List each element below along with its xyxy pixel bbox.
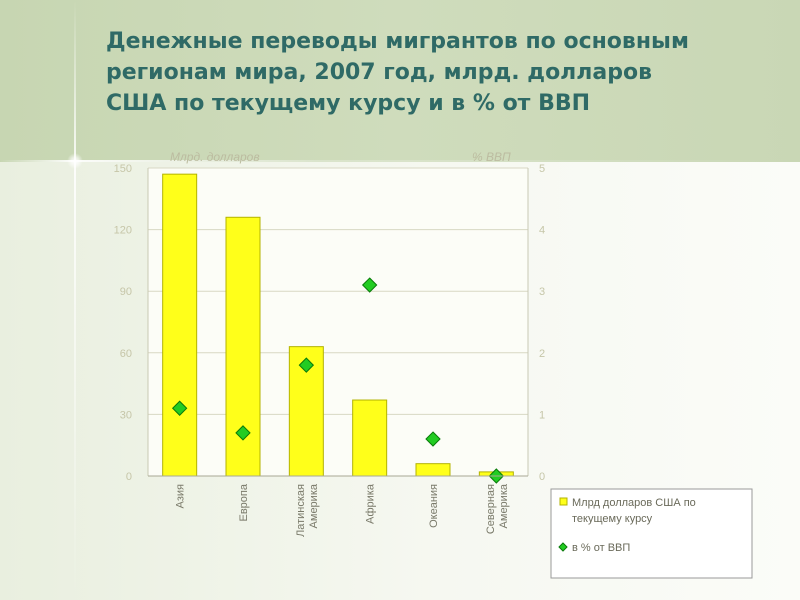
legend-swatch-bar: [559, 497, 568, 506]
legend-swatch-marker: [558, 542, 568, 552]
bar: [352, 399, 388, 477]
bar: [162, 173, 198, 477]
slide-title: Денежные переводы мигрантов по основным …: [106, 26, 776, 119]
y-axis-right-title: % ВВП: [472, 150, 511, 164]
marker-point: [361, 277, 378, 293]
legend-label: в % от ВВП: [572, 542, 630, 554]
sparkle-line-vertical: [74, 0, 76, 600]
marker-point: [235, 425, 251, 441]
sparkle-line-horizontal: [0, 160, 800, 162]
legend-label: текущему курсу: [572, 513, 653, 525]
bar: [415, 463, 451, 477]
category-label: Европа: [238, 483, 250, 521]
y-left-tick-label: 90: [120, 286, 132, 298]
category-label: Америка: [498, 483, 510, 528]
y-right-tick-label: 5: [539, 163, 545, 175]
legend: Млрд долларов США по текущему курсу в % от…: [550, 488, 753, 579]
slide-title-line: регионам мира, 2007 год, млрд. долларов: [106, 60, 653, 85]
y-right-tick-label: 1: [539, 409, 545, 421]
header-band: [0, 0, 800, 162]
y-right-tick-label: 0: [539, 471, 545, 483]
y-left-tick-label: 30: [120, 409, 132, 421]
y-left-tick-label: 0: [126, 471, 132, 483]
marker-series: [171, 277, 505, 484]
y-right-tick-label: 2: [539, 348, 545, 360]
category-label: Латинская: [295, 484, 307, 537]
sparkle-star-icon: [67, 153, 83, 169]
y-right-tick-label: 3: [539, 286, 545, 298]
category-label: Африка: [365, 483, 377, 524]
y-left-tick-label: 60: [120, 348, 132, 360]
y-right-tick-label: 4: [539, 225, 545, 237]
category-label: Северная: [485, 484, 497, 534]
marker-point: [425, 431, 441, 447]
marker-point: [171, 400, 188, 416]
y-left-tick-label: 120: [114, 225, 132, 237]
slide-title-line: США по текущему курсу и в % от ВВП: [106, 91, 591, 116]
plot-area: [148, 168, 528, 476]
y-left-tick-label: 150: [114, 163, 132, 175]
legend-box: [550, 488, 753, 579]
y-axis-left-title: Млрд. долларов: [170, 150, 260, 164]
slide-title-line: Денежные переводы мигрантов по основным: [106, 29, 689, 54]
category-label: Азия: [175, 484, 187, 509]
legend-label: Млрд долларов США по: [572, 497, 696, 509]
marker-point: [298, 357, 315, 373]
category-label: Океания: [428, 484, 440, 528]
category-label: Америка: [308, 483, 320, 528]
